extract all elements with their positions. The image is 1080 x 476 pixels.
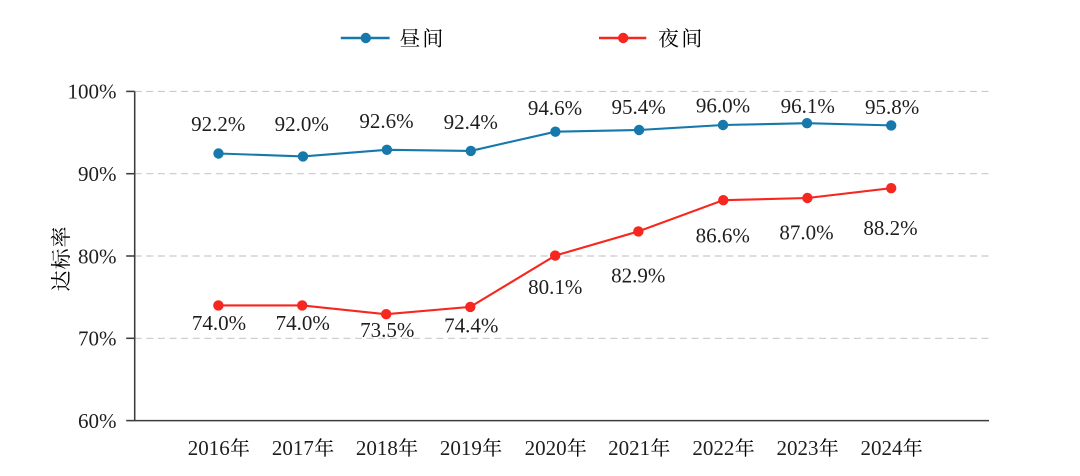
svg-text:74.0%: 74.0% <box>276 311 330 335</box>
svg-text:96.0%: 96.0% <box>696 93 750 117</box>
svg-text:92.4%: 92.4% <box>444 110 498 134</box>
svg-text:88.2%: 88.2% <box>863 216 917 240</box>
svg-text:74.4%: 74.4% <box>444 314 498 338</box>
svg-text:2017: 2017 <box>272 436 314 460</box>
svg-text:94.6%: 94.6% <box>528 96 582 120</box>
svg-text:95.4%: 95.4% <box>611 95 665 119</box>
svg-text:2016: 2016 <box>188 436 230 460</box>
svg-text:60%: 60% <box>78 409 117 433</box>
svg-text:90%: 90% <box>78 162 117 186</box>
svg-text:82.9%: 82.9% <box>611 263 665 287</box>
svg-text:100%: 100% <box>68 80 117 104</box>
svg-text:74.0%: 74.0% <box>192 311 246 335</box>
svg-text:80.1%: 80.1% <box>528 275 582 299</box>
svg-text:2020: 2020 <box>525 436 567 460</box>
svg-text:80%: 80% <box>78 244 117 268</box>
svg-text:2024: 2024 <box>861 436 904 460</box>
svg-text:92.2%: 92.2% <box>191 112 245 136</box>
svg-text:2018: 2018 <box>356 436 398 460</box>
svg-text:95.8%: 95.8% <box>865 95 919 119</box>
svg-text:2022: 2022 <box>692 436 734 460</box>
svg-text:73.5%: 73.5% <box>360 318 414 342</box>
svg-text:2019: 2019 <box>440 436 482 460</box>
svg-text:86.6%: 86.6% <box>696 224 750 248</box>
svg-text:96.1%: 96.1% <box>781 94 835 118</box>
svg-text:92.0%: 92.0% <box>275 112 329 136</box>
svg-text:92.6%: 92.6% <box>359 109 413 133</box>
svg-text:87.0%: 87.0% <box>779 221 833 245</box>
svg-text:2023: 2023 <box>777 436 819 460</box>
svg-text:2021: 2021 <box>608 436 650 460</box>
svg-text:70%: 70% <box>78 327 117 351</box>
